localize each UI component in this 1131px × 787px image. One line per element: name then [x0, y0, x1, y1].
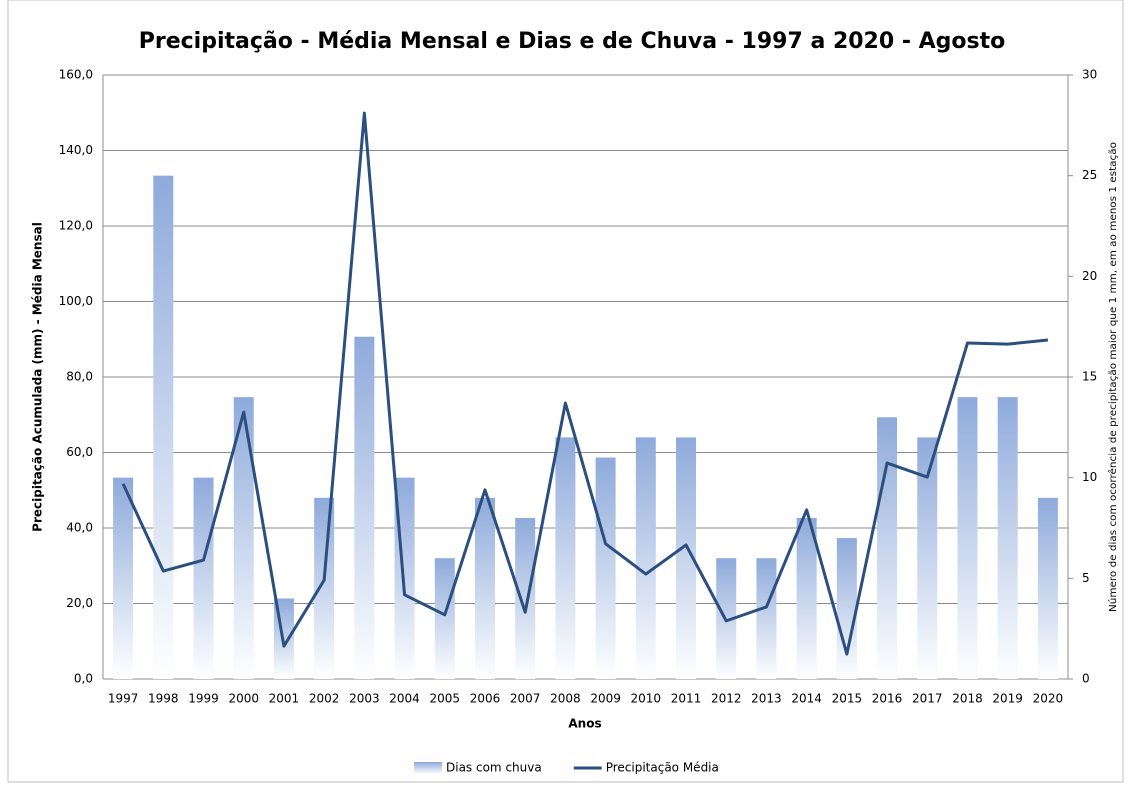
- x-tick-label: 2019: [992, 692, 1023, 706]
- legend-swatch: [414, 762, 442, 774]
- y2-tick-label: 10: [1082, 470, 1097, 484]
- bar: [1037, 497, 1058, 679]
- y2-tick-label: 15: [1082, 370, 1097, 384]
- x-tick-label: 2006: [470, 692, 501, 706]
- x-tick-label: 2018: [952, 692, 983, 706]
- x-tick-label: 2012: [711, 692, 742, 706]
- bar: [193, 477, 214, 679]
- bar: [756, 558, 777, 679]
- x-tick-label: 2020: [1033, 692, 1064, 706]
- x-tick-label: 1997: [108, 692, 139, 706]
- y2-tick-label: 0: [1082, 672, 1090, 686]
- x-tick-label: 1999: [188, 692, 219, 706]
- bar: [354, 336, 375, 679]
- x-tick-label: 2000: [228, 692, 259, 706]
- legend-label: Precipitação Média: [606, 761, 719, 775]
- x-tick-label: 2002: [309, 692, 340, 706]
- y-tick-label: 20,0: [66, 596, 93, 610]
- x-tick-label: 2016: [872, 692, 903, 706]
- y-tick-label: 160,0: [59, 68, 93, 82]
- line: [121, 111, 1049, 656]
- x-tick-label: 2001: [269, 692, 300, 706]
- y-tick-label: 140,0: [59, 143, 93, 157]
- bar: [917, 437, 938, 679]
- bar: [957, 397, 978, 679]
- bar: [233, 397, 254, 679]
- legend-label: Dias com chuva: [446, 761, 542, 775]
- bar: [555, 437, 576, 679]
- bar: [635, 437, 656, 679]
- bar: [997, 397, 1018, 679]
- y-tick-label: 0,0: [74, 672, 93, 686]
- bar: [836, 538, 857, 679]
- x-tick-label: 2010: [631, 692, 662, 706]
- y-axis-title: Precipitação Acumulada (mm) - Média Mens…: [31, 222, 45, 532]
- bar: [515, 517, 536, 679]
- x-tick-label: 2013: [751, 692, 782, 706]
- bar: [595, 457, 616, 679]
- y-tick-label: 100,0: [59, 294, 93, 308]
- y2-axis-title: Número de dias com ocorrência de precipi…: [1107, 142, 1119, 612]
- x-tick-label: 2004: [389, 692, 420, 706]
- x-tick-label: 1998: [148, 692, 179, 706]
- y-tick-label: 40,0: [66, 521, 93, 535]
- x-tick-label: 2003: [349, 692, 380, 706]
- y-tick-label: 80,0: [66, 370, 93, 384]
- chart-border: [7, 0, 1124, 783]
- bar: [434, 558, 455, 679]
- bar: [676, 437, 697, 679]
- x-tick-label: 2011: [671, 692, 702, 706]
- x-tick-label: 2015: [832, 692, 863, 706]
- y2-tick-label: 25: [1082, 168, 1097, 182]
- bar: [474, 497, 495, 679]
- x-axis-title: Anos: [568, 717, 601, 731]
- x-tick-label: 2017: [912, 692, 943, 706]
- y-tick-label: 120,0: [59, 219, 93, 233]
- bar: [113, 477, 134, 679]
- y2-tick-label: 20: [1082, 269, 1097, 283]
- x-tick-label: 2007: [510, 692, 541, 706]
- chart-title: Precipitação - Média Mensal e Dias e de …: [139, 29, 1006, 54]
- x-tick-label: 2014: [791, 692, 822, 706]
- x-tick-label: 2009: [590, 692, 621, 706]
- y2-tick-label: 5: [1082, 571, 1090, 585]
- y-tick-label: 60,0: [66, 445, 93, 459]
- bar: [796, 517, 817, 679]
- x-tick-label: 2005: [429, 692, 460, 706]
- y2-tick-label: 30: [1082, 68, 1097, 82]
- bar: [153, 175, 174, 679]
- x-tick-label: 2008: [550, 692, 581, 706]
- bar: [877, 417, 898, 679]
- bar: [314, 497, 335, 679]
